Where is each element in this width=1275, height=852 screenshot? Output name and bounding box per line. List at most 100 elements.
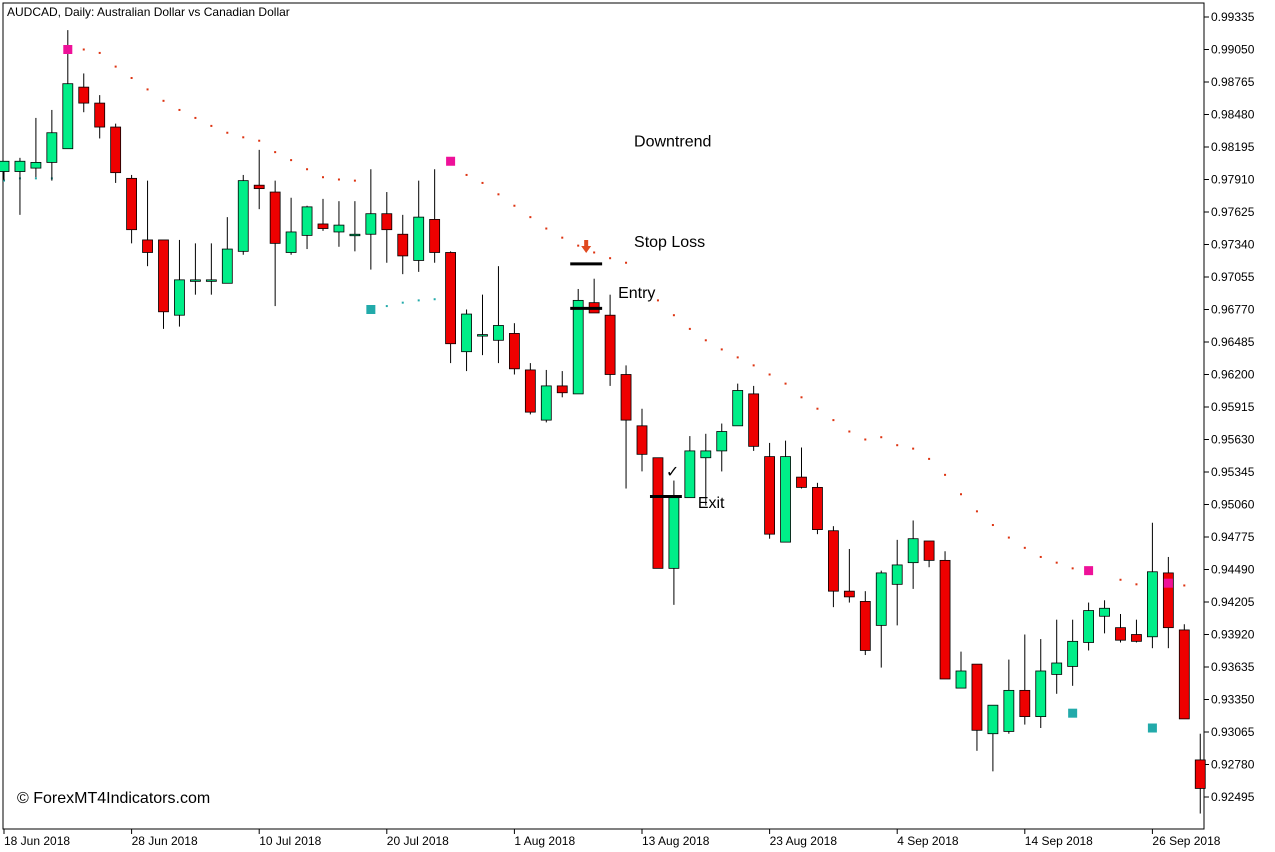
candle <box>365 169 377 270</box>
candle <box>1115 613 1126 643</box>
candle <box>652 457 664 569</box>
sar-dot <box>975 510 978 513</box>
bull-candle-body <box>987 704 999 735</box>
sar-dot <box>353 179 356 182</box>
candle <box>955 651 967 689</box>
exit-label: Exit <box>698 495 725 512</box>
buy-signal-marker <box>1147 723 1157 733</box>
candle <box>253 149 265 210</box>
candle <box>381 192 393 263</box>
bull-candle-body <box>1083 610 1094 643</box>
check-icon: ✓ <box>666 464 679 481</box>
candle <box>540 369 552 423</box>
candle <box>493 266 504 364</box>
bear-candle-body <box>524 369 536 413</box>
candle <box>604 294 616 386</box>
sar-dot <box>433 298 436 301</box>
candle <box>812 482 823 535</box>
candle <box>875 570 887 668</box>
bear-candle-body <box>78 86 90 104</box>
bull-candle-body <box>189 279 201 282</box>
sar-dot <box>800 396 803 399</box>
bear-candle-body <box>445 252 457 345</box>
bear-candle-body <box>397 233 409 257</box>
bull-candle-body <box>349 233 361 237</box>
signal-markers <box>63 45 1173 733</box>
bull-candle-body <box>700 450 712 459</box>
candle <box>413 180 425 272</box>
bear-candle-body <box>556 385 568 394</box>
bull-candle-body <box>1003 689 1015 732</box>
trade-annotations: Downtrend Stop Loss Entry Exit ✓ <box>570 133 725 512</box>
bear-candle-body <box>126 177 137 231</box>
candle <box>205 243 217 295</box>
sar-dot <box>98 51 101 54</box>
y-tick-label: 0.97340 <box>1211 238 1255 252</box>
candle <box>461 309 472 372</box>
bear-candle-body <box>1178 629 1190 720</box>
sar-dot <box>672 314 675 317</box>
bull-candle-body <box>875 572 887 626</box>
bull-candle-body <box>301 206 313 236</box>
candle <box>796 447 807 489</box>
candle <box>142 180 153 267</box>
sar-dot <box>114 65 117 68</box>
candle <box>620 365 632 489</box>
chart-frame <box>2 2 1205 830</box>
sar-dot <box>385 305 388 308</box>
y-tick-label: 0.95630 <box>1211 433 1255 447</box>
buy-signal-marker <box>1068 708 1078 718</box>
candle <box>0 160 10 181</box>
candle <box>46 109 58 181</box>
candle <box>891 539 903 626</box>
bull-candle-body <box>30 161 42 169</box>
bear-candle-body <box>859 601 871 651</box>
y-tick-label: 0.92495 <box>1211 790 1255 804</box>
sar-dot <box>306 168 309 171</box>
bull-candle-body <box>907 538 919 564</box>
sar-dot <box>274 151 277 154</box>
bear-candle-body <box>971 663 983 731</box>
bull-candle-body <box>477 334 488 337</box>
bull-candle-body <box>413 216 425 261</box>
sar-dot <box>912 447 915 450</box>
candle <box>317 198 329 231</box>
bear-candle-body <box>1162 572 1174 629</box>
sar-dot <box>1023 546 1026 549</box>
candle <box>1019 634 1031 725</box>
candle <box>748 385 760 451</box>
bear-candle-body <box>1019 689 1031 718</box>
sar-dot <box>864 438 867 441</box>
bull-candle-body <box>461 313 472 353</box>
x-tick-label: 23 Aug 2018 <box>770 834 838 848</box>
bear-candle-body <box>620 374 632 421</box>
sar-dot <box>513 204 516 207</box>
bull-candle-body <box>46 132 58 163</box>
y-tick-label: 0.97055 <box>1211 270 1255 284</box>
sar-dot <box>337 178 340 181</box>
sar-dot <box>944 473 947 476</box>
bear-candle-body <box>142 239 153 253</box>
sar-dot <box>290 159 293 162</box>
sar-dot <box>928 457 931 460</box>
candle <box>508 323 520 375</box>
sar-dot <box>417 299 420 302</box>
candle <box>1099 600 1110 634</box>
downtrend-label: Downtrend <box>634 133 711 150</box>
sar-dot <box>561 236 564 239</box>
bull-candle-body <box>540 385 552 421</box>
bear-candle-body <box>253 184 265 190</box>
bull-candle-body <box>0 160 10 172</box>
bull-candle-body <box>14 160 26 172</box>
candle <box>971 663 983 751</box>
candle <box>237 174 249 255</box>
y-tick-label: 0.99050 <box>1211 43 1255 57</box>
candle <box>78 73 90 113</box>
bull-candle-body <box>1147 571 1158 638</box>
y-tick-label: 0.96200 <box>1211 368 1255 382</box>
bear-candle-body <box>158 239 169 313</box>
candle <box>684 436 696 499</box>
candle <box>1178 624 1190 720</box>
candle <box>1067 619 1079 686</box>
sar-dot <box>736 356 739 359</box>
